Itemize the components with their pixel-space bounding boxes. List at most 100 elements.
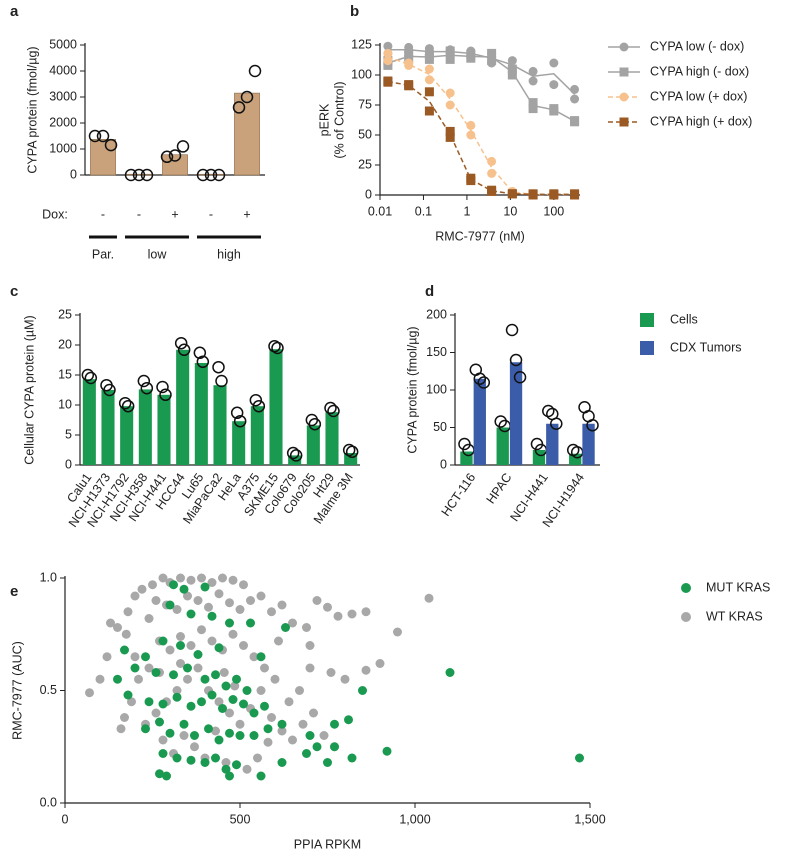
data-point (214, 643, 224, 653)
data-point (218, 573, 227, 583)
data-point (102, 652, 112, 662)
y-tick-label: 3000 (49, 89, 77, 103)
bar (232, 421, 246, 465)
bar (234, 92, 260, 176)
dox-sign: + (243, 207, 250, 221)
trend-line (387, 49, 576, 95)
data-point (570, 189, 580, 199)
data-point (507, 56, 517, 66)
data-point (158, 749, 168, 758)
data-point (130, 591, 140, 601)
bar (325, 412, 339, 465)
data-point (176, 573, 185, 583)
data-point (375, 659, 385, 668)
y-axis-title: pERK (317, 103, 331, 136)
data-point (221, 758, 231, 767)
data-point (383, 77, 393, 87)
y-axis-title: RMC-7977 (AUC) (10, 641, 24, 740)
data-point (295, 686, 304, 695)
data-point (383, 48, 393, 58)
data-point (113, 623, 122, 632)
data-point (104, 138, 118, 152)
y-tick-label: 125 (351, 37, 372, 51)
group-label: low (148, 247, 168, 261)
data-point (487, 56, 497, 66)
data-point (155, 769, 164, 779)
x-tick-label: 1 (463, 204, 470, 218)
data-point (172, 686, 182, 695)
bar (582, 423, 595, 465)
y-axis-title: CYPA protein (fmol/µg) (25, 46, 39, 173)
legend-label: CDX Tumors (670, 340, 742, 354)
data-point (193, 346, 207, 360)
data-point (286, 446, 300, 460)
data-point (445, 126, 455, 136)
legend-marker (619, 92, 629, 102)
data-point (200, 674, 210, 684)
data-point (347, 753, 357, 763)
data-point (549, 58, 559, 68)
data-point (312, 596, 322, 605)
data-point (141, 724, 150, 734)
legend-marker (681, 612, 691, 622)
data-point (302, 749, 311, 758)
data-point (85, 688, 94, 698)
data-point (326, 668, 336, 677)
data-point (235, 605, 245, 614)
y-tick-label: 50 (433, 420, 447, 434)
data-point (345, 445, 359, 459)
bar (162, 154, 188, 176)
data-point (445, 88, 455, 98)
data-point (361, 607, 371, 617)
dox-sign: - (137, 207, 141, 221)
x-tick-label: 1,500 (574, 812, 605, 826)
trend-line (387, 80, 575, 196)
x-axis-title: RMC-7977 (nM) (435, 229, 525, 243)
legend-marker (619, 117, 629, 127)
bar (90, 139, 116, 176)
legend-label: Cells (670, 312, 698, 326)
y-tick-label: 0.5 (40, 683, 57, 697)
data-point (284, 697, 294, 707)
data-point (193, 596, 203, 605)
data-point (277, 726, 287, 736)
x-tick-label: HCT-116 (439, 471, 479, 519)
data-point (134, 674, 143, 684)
data-point (358, 686, 367, 695)
data-point (165, 600, 175, 610)
data-point (225, 708, 234, 718)
bar (213, 385, 227, 465)
data-point (239, 641, 248, 650)
data-point (121, 629, 131, 639)
data-point (263, 737, 273, 747)
y-tick-label: 15 (58, 367, 72, 381)
data-point (383, 41, 393, 51)
data-point (144, 663, 154, 673)
legend-swatch (640, 313, 654, 327)
trend-line (387, 54, 575, 122)
data-point (214, 735, 224, 745)
data-point (132, 168, 146, 182)
y-tick-label: 5000 (49, 37, 77, 51)
data-point (253, 753, 262, 763)
data-point (141, 652, 150, 662)
data-point (487, 48, 497, 58)
data-point (196, 355, 210, 369)
dox-sign: - (101, 207, 105, 221)
data-point (393, 627, 402, 637)
bar (120, 406, 134, 465)
data-point (305, 663, 315, 673)
data-point (330, 719, 339, 729)
data-point (424, 50, 434, 60)
panel-letter: c (10, 283, 18, 300)
data-point (159, 388, 172, 402)
data-point (289, 449, 303, 462)
data-point (267, 713, 276, 722)
bar (509, 362, 523, 465)
data-point (263, 724, 273, 734)
data-point (228, 695, 238, 704)
bar (82, 379, 96, 465)
data-point (116, 724, 126, 734)
data-point (404, 48, 414, 58)
data-point (196, 168, 210, 182)
